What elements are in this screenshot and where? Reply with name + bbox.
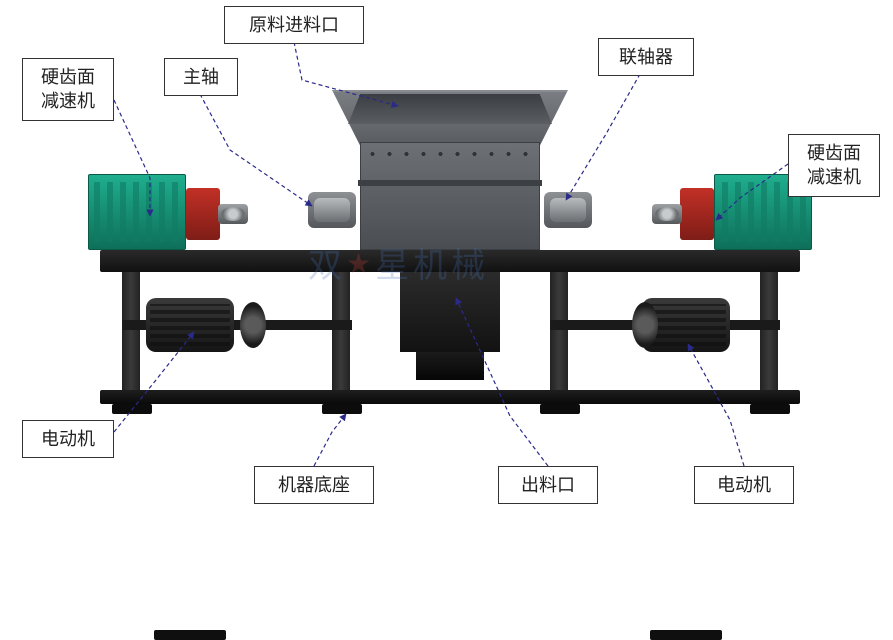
label-gearbox-left: 硬齿面 减速机 [22,58,114,121]
table-foot [750,404,790,414]
hopper-inner [348,94,552,124]
hopper-rivets [364,152,536,156]
table-leg [550,272,568,390]
coupling-right [544,192,592,228]
label-motor-left: 电动机 [22,420,114,458]
table-leg [760,272,778,390]
table-top [100,250,800,272]
table-leg [332,272,350,390]
label-motor-right: 电动机 [694,466,794,504]
label-coupling: 联轴器 [598,38,694,76]
diagram-stage: 双★星机械 原料进料口 主轴 硬齿面 减速机 联轴器 硬齿面 减速机 电动机 机… [0,0,893,513]
coupling-left [308,192,356,228]
label-feed-inlet: 原料进料口 [224,6,364,44]
table-foot [322,404,362,414]
hopper-band [358,180,542,186]
label-base: 机器底座 [254,466,374,504]
label-outlet: 出料口 [498,466,598,504]
label-gearbox-right: 硬齿面 减速机 [788,134,880,197]
label-main-shaft: 主轴 [164,58,238,96]
motor-left [146,286,256,366]
machine [100,60,800,420]
table-leg [122,272,140,390]
hopper-body [360,142,540,250]
gearbox-left [88,168,218,250]
motor-right [642,286,752,366]
table-foot [540,404,580,414]
table-foot [112,404,152,414]
discharge-mouth [416,352,484,380]
discharge-outlet [400,272,500,352]
table-bottom [100,390,800,404]
